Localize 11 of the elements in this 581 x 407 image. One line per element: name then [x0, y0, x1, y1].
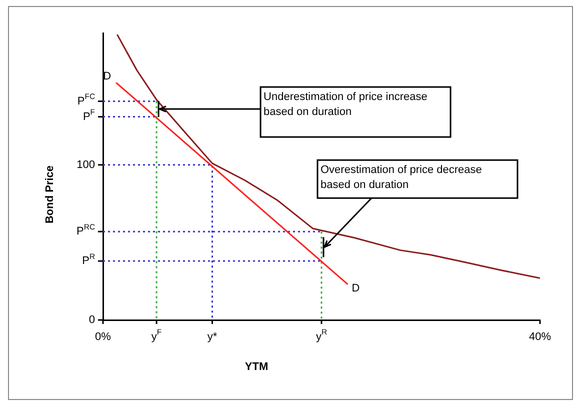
x-tick-label: 0%	[95, 331, 112, 344]
x-tick-label: 40%	[528, 331, 552, 344]
annotation: Underestimation of price increase based on duration	[264, 91, 428, 118]
annotation: Overestimation of price decrease based on duration	[320, 164, 482, 192]
annotation: D	[103, 70, 112, 83]
y-tick-label: 100	[76, 158, 96, 171]
y-axis-title: Bond Price	[44, 165, 56, 224]
x-axis-title: YTM	[244, 361, 268, 374]
x-tick-label: y*	[207, 331, 218, 344]
annotation: D	[352, 282, 360, 294]
y-tick-label: 0	[88, 314, 96, 326]
